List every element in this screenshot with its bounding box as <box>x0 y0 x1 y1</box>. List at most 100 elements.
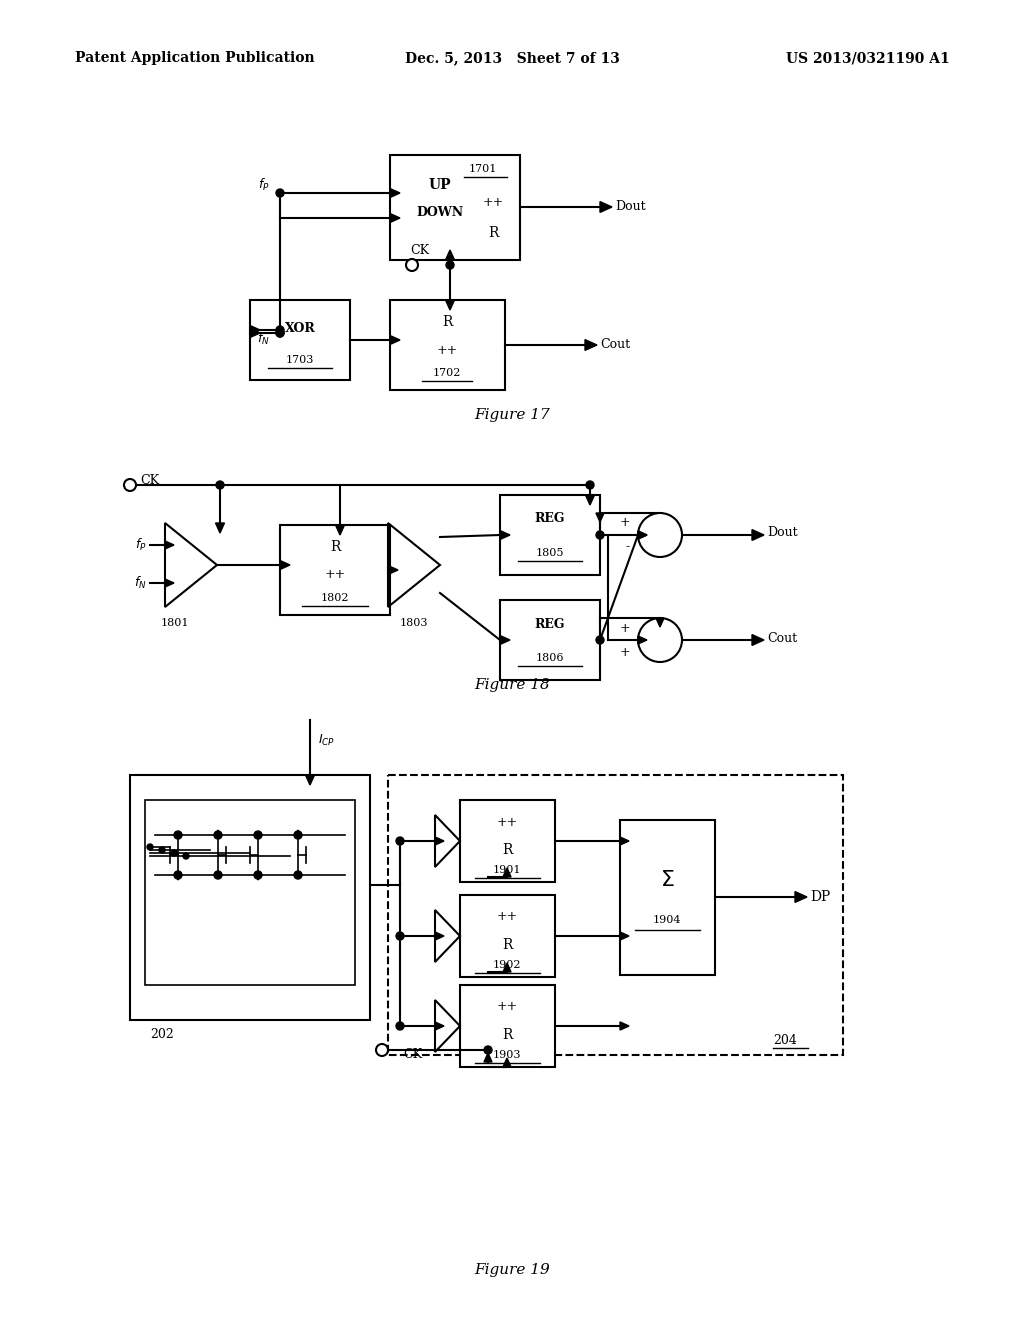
Text: R: R <box>330 540 340 554</box>
Polygon shape <box>175 873 181 880</box>
Bar <box>145 800 355 985</box>
Bar <box>620 820 715 975</box>
Circle shape <box>406 259 418 271</box>
Text: +: + <box>620 622 630 635</box>
Polygon shape <box>503 964 511 972</box>
Polygon shape <box>500 531 510 540</box>
Text: US 2013/0321190 A1: US 2013/0321190 A1 <box>786 51 950 65</box>
Circle shape <box>276 189 284 197</box>
Text: CK: CK <box>403 1048 422 1061</box>
Polygon shape <box>255 873 261 880</box>
Polygon shape <box>215 523 224 533</box>
Bar <box>250 300 350 380</box>
Text: Dout: Dout <box>615 201 645 214</box>
Polygon shape <box>795 891 807 903</box>
Polygon shape <box>250 329 260 338</box>
Text: 1903: 1903 <box>493 1049 521 1060</box>
Bar <box>460 895 555 977</box>
Circle shape <box>586 480 594 488</box>
Text: 1901: 1901 <box>493 865 521 875</box>
Text: CK: CK <box>140 474 159 487</box>
Text: R: R <box>502 939 512 952</box>
Polygon shape <box>503 869 511 876</box>
Bar <box>500 495 600 576</box>
Circle shape <box>396 837 404 845</box>
Text: ++: ++ <box>497 911 517 924</box>
Circle shape <box>147 843 153 850</box>
Text: 1702: 1702 <box>433 368 461 378</box>
Polygon shape <box>500 635 510 644</box>
Text: -: - <box>626 540 630 553</box>
Polygon shape <box>435 1022 444 1030</box>
Circle shape <box>638 618 682 663</box>
Text: $f_N$: $f_N$ <box>134 576 147 591</box>
Text: 1806: 1806 <box>536 653 564 663</box>
Circle shape <box>216 480 224 488</box>
Polygon shape <box>388 565 398 574</box>
Polygon shape <box>435 837 444 845</box>
Text: 202: 202 <box>150 1028 174 1041</box>
Circle shape <box>396 932 404 940</box>
Circle shape <box>171 850 177 855</box>
Polygon shape <box>250 326 260 334</box>
Circle shape <box>254 871 262 879</box>
Text: R: R <box>487 226 499 240</box>
Bar <box>460 800 555 882</box>
Polygon shape <box>484 1053 493 1063</box>
Polygon shape <box>638 636 647 644</box>
Text: ++: ++ <box>325 569 346 582</box>
Text: Dout: Dout <box>767 527 798 540</box>
Circle shape <box>214 832 222 840</box>
Polygon shape <box>656 618 664 627</box>
Text: DP: DP <box>810 890 830 904</box>
Polygon shape <box>585 339 597 350</box>
Text: 1803: 1803 <box>399 618 428 628</box>
Polygon shape <box>390 214 400 223</box>
Text: $f_P$: $f_P$ <box>258 177 270 193</box>
Bar <box>280 525 390 615</box>
Text: 1902: 1902 <box>493 960 521 970</box>
Polygon shape <box>295 830 301 837</box>
Circle shape <box>294 832 302 840</box>
Polygon shape <box>620 932 629 940</box>
Text: 1801: 1801 <box>161 618 189 628</box>
Text: DOWN: DOWN <box>417 206 464 219</box>
Polygon shape <box>390 189 400 198</box>
Text: 1701: 1701 <box>469 164 498 174</box>
Circle shape <box>276 326 284 334</box>
Polygon shape <box>305 775 314 785</box>
Text: ++: ++ <box>482 197 504 210</box>
Polygon shape <box>638 531 647 539</box>
Text: 1802: 1802 <box>321 593 349 603</box>
Circle shape <box>124 479 136 491</box>
Polygon shape <box>165 541 174 549</box>
Text: Patent Application Publication: Patent Application Publication <box>75 51 314 65</box>
Circle shape <box>254 832 262 840</box>
Text: 204: 204 <box>773 1034 797 1047</box>
Polygon shape <box>503 1059 511 1067</box>
Polygon shape <box>165 579 174 587</box>
Circle shape <box>174 871 182 879</box>
Text: 1703: 1703 <box>286 355 314 366</box>
Circle shape <box>276 329 284 337</box>
Polygon shape <box>390 335 400 345</box>
Text: Figure 18: Figure 18 <box>474 678 550 692</box>
Circle shape <box>638 513 682 557</box>
Circle shape <box>446 261 454 269</box>
Text: $\Sigma$: $\Sigma$ <box>659 869 675 891</box>
Text: REG: REG <box>535 618 565 631</box>
Text: REG: REG <box>535 512 565 525</box>
Circle shape <box>214 871 222 879</box>
Text: Figure 19: Figure 19 <box>474 1263 550 1276</box>
Polygon shape <box>215 830 221 837</box>
Text: 1904: 1904 <box>652 915 681 925</box>
Text: Cout: Cout <box>600 338 630 351</box>
Circle shape <box>174 832 182 840</box>
Bar <box>390 154 520 260</box>
Polygon shape <box>586 495 595 506</box>
Text: 1805: 1805 <box>536 548 564 558</box>
Polygon shape <box>596 513 604 521</box>
Text: XOR: XOR <box>285 322 315 334</box>
Bar <box>130 775 370 1020</box>
Circle shape <box>596 531 604 539</box>
